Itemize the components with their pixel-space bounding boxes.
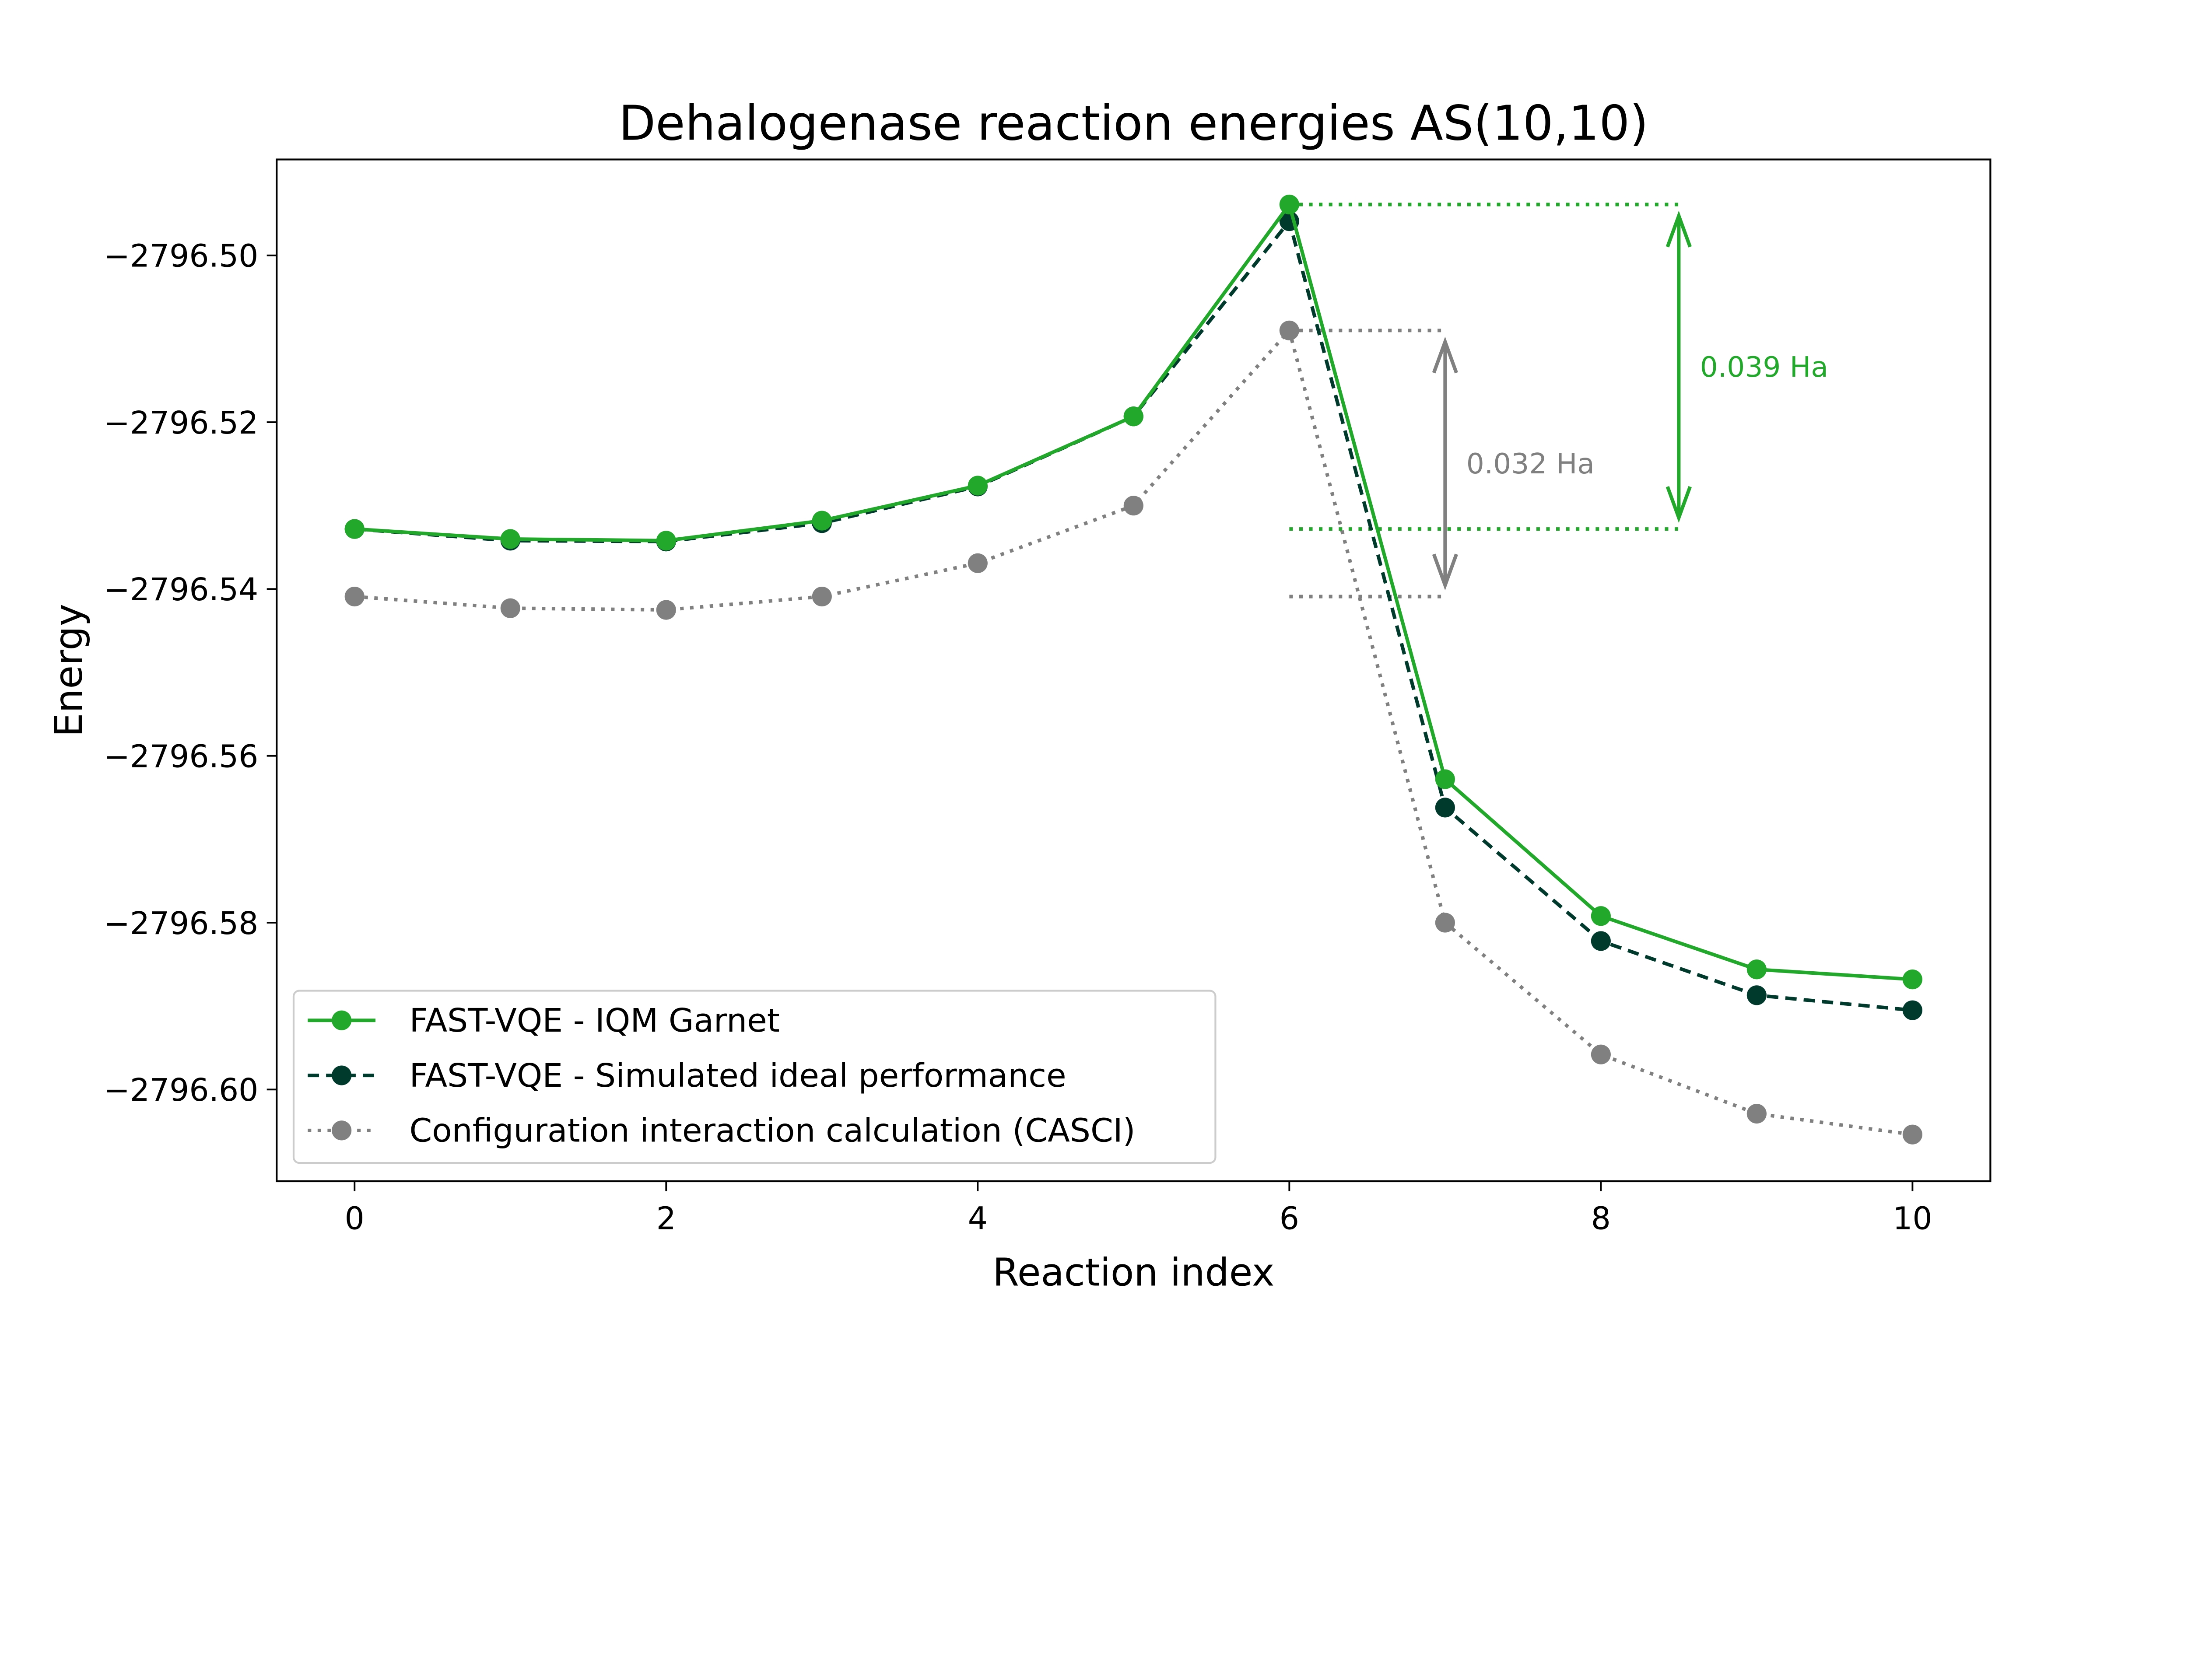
legend-marker <box>332 1065 352 1085</box>
data-point <box>1902 970 1922 990</box>
series-group <box>344 194 1922 1144</box>
legend-label: FAST-VQE - IQM Garnet <box>409 1002 779 1040</box>
data-point <box>1591 1044 1611 1064</box>
y-tick-label: −2796.50 <box>104 238 258 274</box>
axis-ticks: 0 2 4 6 8 10 −2796.60 −2796.58 −2796.56 −2796.54 −… <box>104 238 1932 1237</box>
legend-label: FAST-VQE - Simulated ideal performance <box>409 1057 1066 1095</box>
arrow-head-down-icon <box>1432 553 1458 591</box>
x-tick-label: 8 <box>1591 1200 1611 1237</box>
data-point <box>344 519 365 539</box>
legend-marker <box>332 1010 352 1030</box>
plot-area-frame <box>276 158 1992 1183</box>
data-point <box>656 600 676 620</box>
data-point <box>500 529 520 549</box>
y-tick-label: −2796.54 <box>104 571 258 608</box>
y-axis-label: Energy <box>46 604 91 737</box>
x-tick-label: 0 <box>345 1200 365 1237</box>
data-point <box>1902 1000 1922 1020</box>
data-point <box>1902 1124 1922 1144</box>
annotations: 0.039 Ha 0.032 Ha <box>1289 203 1828 598</box>
chart: Dehalogenase reaction energies AS(10,10)… <box>46 95 1992 1295</box>
series-0 <box>344 194 1922 990</box>
x-axis-label: Reaction index <box>992 1250 1274 1295</box>
legend-marker <box>332 1120 352 1141</box>
arrow-head-down-icon <box>1666 486 1692 523</box>
annotation-label: 0.032 Ha <box>1466 448 1595 480</box>
annotation-label: 0.039 Ha <box>1700 351 1828 384</box>
arrow-head-up-icon <box>1432 336 1458 374</box>
series-1 <box>344 211 1922 1020</box>
data-point <box>1746 1103 1767 1124</box>
x-tick-label: 4 <box>968 1200 988 1237</box>
x-tick-label: 6 <box>1280 1200 1299 1237</box>
chart-title: Dehalogenase reaction energies AS(10,10) <box>619 95 1648 151</box>
y-tick-label: −2796.52 <box>104 405 258 441</box>
data-point <box>500 598 520 618</box>
legend-label: Configuration interaction calculation (C… <box>409 1112 1135 1150</box>
arrow-head-up-icon <box>1666 210 1692 248</box>
data-point <box>1435 798 1455 818</box>
data-point <box>1746 985 1767 1005</box>
data-point <box>1591 906 1611 926</box>
x-tick-label: 2 <box>656 1200 676 1237</box>
data-point <box>656 531 676 551</box>
y-tick-label: −2796.56 <box>104 738 258 774</box>
data-point <box>344 586 365 607</box>
x-tick-label: 10 <box>1893 1200 1932 1237</box>
series-2 <box>344 320 1922 1144</box>
data-point <box>1123 406 1143 427</box>
data-point <box>1591 931 1611 951</box>
data-point <box>968 553 988 573</box>
data-point <box>812 586 832 607</box>
legend-box <box>292 990 1217 1164</box>
data-point <box>1435 769 1455 789</box>
data-point <box>1123 496 1143 516</box>
data-point <box>812 511 832 531</box>
data-point <box>1435 913 1455 933</box>
y-tick-label: −2796.58 <box>104 905 258 942</box>
data-point <box>1279 320 1299 340</box>
data-point <box>1746 959 1767 980</box>
data-point <box>968 476 988 496</box>
y-tick-label: −2796.60 <box>104 1072 258 1108</box>
legend: FAST-VQE - IQM Garnet FAST-VQE - Simulate… <box>292 990 1217 1164</box>
data-point <box>1279 194 1299 215</box>
